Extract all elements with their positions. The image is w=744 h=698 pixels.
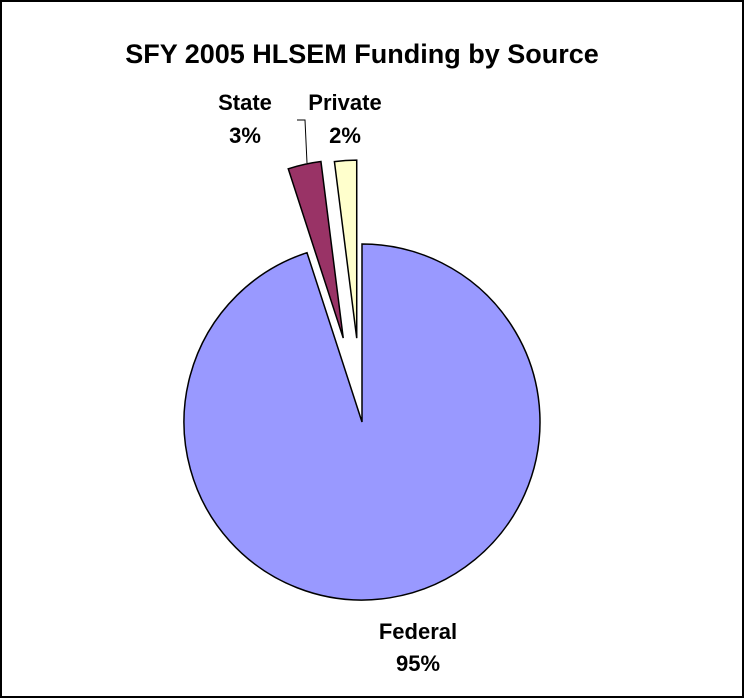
slice-value-label: 3% bbox=[229, 123, 261, 148]
slice-value-label: 95% bbox=[396, 651, 440, 676]
slice-category-label: State bbox=[218, 90, 272, 115]
slice-value-label: 2% bbox=[329, 123, 361, 148]
slice-category-label: Federal bbox=[379, 619, 457, 644]
pie-slice bbox=[333, 159, 358, 339]
slice-category-label: Private bbox=[308, 90, 381, 115]
chart-title: SFY 2005 HLSEM Funding by Source bbox=[125, 39, 599, 69]
pie-slice bbox=[287, 160, 344, 339]
leader-line bbox=[297, 119, 308, 164]
pie-slice bbox=[183, 243, 541, 601]
